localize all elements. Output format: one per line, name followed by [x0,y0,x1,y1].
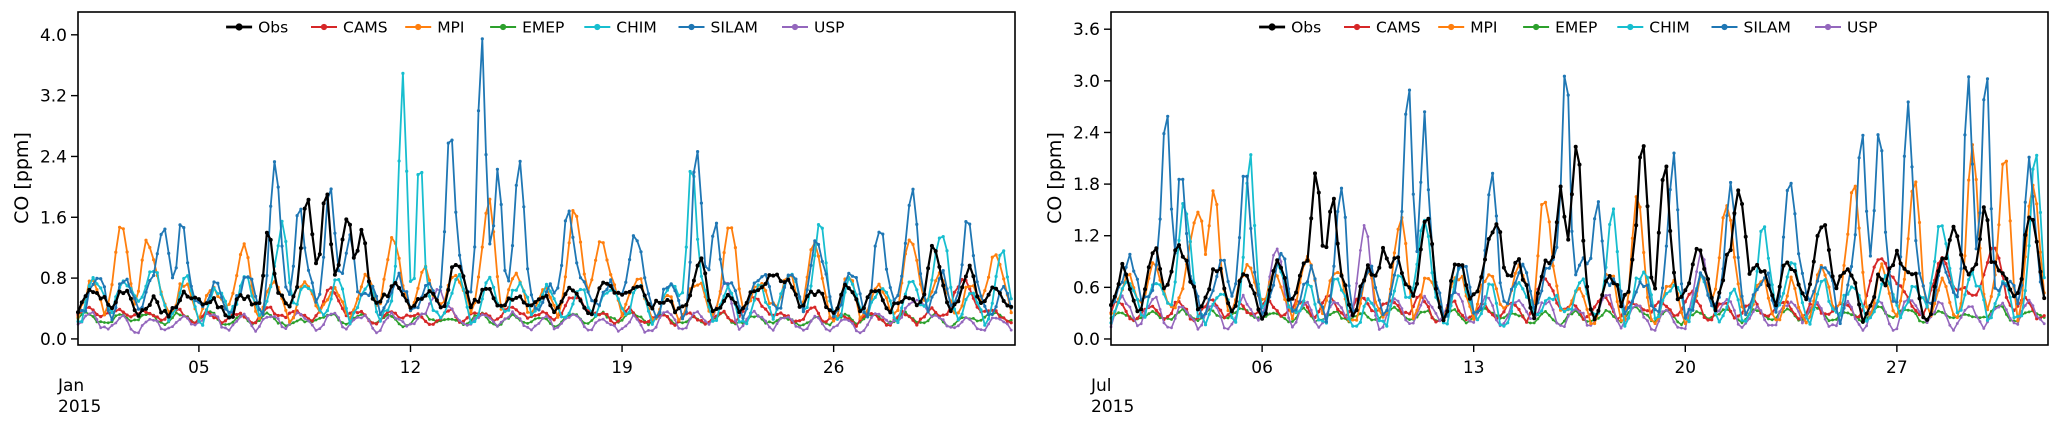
legend-item-obs: Obs [1259,19,1321,37]
legend-label-cams: CAMS [1376,19,1421,37]
y-tick-label: 3.6 [1073,20,1100,40]
y-tick-label: 0.6 [1073,278,1100,298]
legend-item-usp: USP [1815,19,1878,37]
legend-marker-chim [594,23,601,31]
legend-label-silam: SILAM [711,19,758,37]
legend-label-obs: Obs [1291,19,1321,37]
y-tick-label: 0.0 [1073,330,1100,350]
legend-marker-silam [688,23,695,31]
series-line-mpi [1110,143,2046,325]
legend-label-mpi: MPI [1470,19,1497,37]
year-label: 2015 [58,397,102,417]
axes-frame [77,11,1016,346]
legend-marker-mpi [1448,23,1455,31]
x-tick-label: 06 [1251,358,1273,378]
series-line-obs [1109,145,2046,323]
legend-marker-emep [1533,23,1540,31]
plot-january: 0.0 0.8 1.6 2.4 3.2 4.0 05 12 19 26 Obs CAMS MPI EMEP… [40,11,1016,378]
legend-label-usp: USP [1847,19,1878,37]
x-tick-label: 20 [1674,358,1696,378]
legend-label-emep: EMEP [522,19,564,37]
y-tick-label: 2.4 [1073,123,1100,143]
chart-panel-july: CO [ppm] Jul 2015 0.0 0.6 1.2 1.8 2.4 3.0 3.6 0… [1033,0,2066,428]
legend-label-chim: CHIM [616,19,656,37]
x-axis-date-offset-label: Jan 2015 [58,376,101,418]
legend-item-cams: CAMS [1344,19,1421,37]
month-label: Jan [58,376,85,396]
legend-item-emep: EMEP [1523,19,1597,37]
legend-item-silam: SILAM [678,19,758,37]
x-tick-label: 05 [188,358,210,378]
plot-july: 0.0 0.6 1.2 1.8 2.4 3.0 3.6 06 13 20 27 Obs CAMS MPI E… [1073,11,2049,378]
legend-item-obs: Obs [226,19,288,37]
y-tick-label: 0.8 [40,269,67,289]
legend-marker-emep [500,23,507,31]
x-tick-label: 12 [400,358,422,378]
y-tick-label: 2.4 [40,147,67,167]
legend-label-chim: CHIM [1649,19,1689,37]
x-tick-label: 27 [1886,358,1908,378]
legend-item-chim: CHIM [1617,19,1690,37]
y-tick-label: 0.0 [40,330,67,350]
y-tick-label: 1.8 [1073,175,1100,195]
month-label: Jul [1091,376,1112,396]
y-tick-label: 1.2 [1073,227,1100,247]
legend-label-emep: EMEP [1555,19,1597,37]
legend-marker-obs [235,23,243,31]
x-tick-label: 26 [823,358,845,378]
legend-label-mpi: MPI [437,19,464,37]
axes-frame [1110,11,2049,346]
series-markers-silam [76,37,1013,322]
legend-marker-usp [791,23,799,31]
legend-label-cams: CAMS [343,19,388,37]
legend-item-mpi: MPI [405,19,464,37]
legend: Obs CAMS MPI EMEP CHIM SILAM USP [1259,19,1878,37]
legend-item-usp: USP [782,19,845,37]
legend-label-obs: Obs [258,19,288,37]
x-tick-label: 13 [1463,358,1485,378]
series-line-silam [77,37,1013,321]
chart-panel-january: CO [ppm] Jan 2015 0.0 0.8 1.6 2.4 3.2 4.0 05 12… [0,0,1033,428]
legend-marker-usp [1824,23,1832,31]
legend-item-cams: CAMS [311,19,388,37]
x-tick-label: 19 [611,358,633,378]
legend-marker-mpi [415,23,422,31]
legend-item-chim: CHIM [584,19,657,37]
legend-item-silam: SILAM [1711,19,1791,37]
x-axis-date-offset-label: Jul 2015 [1091,376,1134,418]
y-tick-label: 4.0 [40,26,67,46]
legend-marker-obs [1268,23,1276,31]
legend-label-silam: SILAM [1744,19,1791,37]
year-label: 2015 [1091,397,1135,417]
legend-item-emep: EMEP [490,19,564,37]
legend-marker-silam [1721,23,1728,31]
legend-item-mpi: MPI [1438,19,1497,37]
legend-marker-chim [1627,23,1634,31]
legend: Obs CAMS MPI EMEP CHIM SILAM USP [226,19,845,37]
legend-marker-cams [320,23,328,31]
y-tick-label: 3.2 [40,87,67,107]
y-tick-label: 3.0 [1073,72,1100,92]
legend-label-usp: USP [814,19,845,37]
y-tick-label: 1.6 [40,208,67,228]
legend-marker-cams [1353,23,1361,31]
